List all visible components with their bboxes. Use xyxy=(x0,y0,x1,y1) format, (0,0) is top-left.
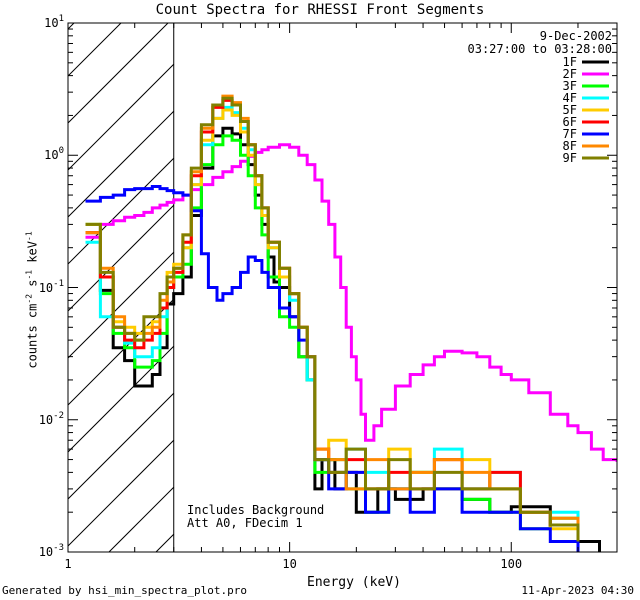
footer-generated-by: Generated by hsi_min_spectra_plot.pro xyxy=(2,584,248,597)
legend-label-4f: 4F xyxy=(562,91,577,105)
x-tick-label: 1 xyxy=(64,557,72,571)
hatch-line xyxy=(67,439,175,547)
x-tick-label: 10 xyxy=(282,557,297,571)
legend-label-9f: 9F xyxy=(562,151,577,165)
annotation-attenuator: Att A0, FDecim 1 xyxy=(187,516,303,530)
hatch-line xyxy=(67,22,169,124)
annotation-background: Includes Background xyxy=(187,503,325,517)
hatch-line xyxy=(67,345,175,453)
hatch-line xyxy=(67,251,175,359)
legend-label-6f: 6F xyxy=(562,115,577,129)
hatch-line xyxy=(67,110,175,218)
legend-label-7f: 7F xyxy=(562,127,577,141)
y-axis-label: counts cm-2 s-1 keV-1 xyxy=(24,231,40,369)
legend-time: 03:27:00 to 03:28:00 xyxy=(467,42,613,56)
legend xyxy=(582,60,609,160)
y-tick-label: 10-2 xyxy=(38,410,64,427)
legend-label-5f: 5F xyxy=(562,103,577,117)
axes xyxy=(67,22,618,553)
footer-timestamp: 11-Apr-2023 04:30 xyxy=(521,584,634,597)
hatch-line xyxy=(67,392,175,500)
hatch-line xyxy=(67,22,75,30)
y-tick-label: 10-3 xyxy=(38,543,64,559)
series-line-9f xyxy=(85,96,580,542)
x-axis-label: Energy (keV) xyxy=(307,575,401,590)
series-lines xyxy=(85,94,617,552)
x-tick-label: 100 xyxy=(500,557,523,571)
hatch-line xyxy=(67,63,175,171)
hatch-line xyxy=(67,298,175,406)
hatch-line xyxy=(67,157,175,265)
legend-label-3f: 3F xyxy=(562,79,577,93)
legend-label-2f: 2F xyxy=(562,67,577,81)
hatch-line xyxy=(67,204,175,312)
hatch-line xyxy=(67,22,122,77)
series-line-2f xyxy=(85,143,617,462)
y-tick-label: 101 xyxy=(44,14,64,30)
hatched-region xyxy=(67,22,175,553)
hatch-line xyxy=(108,486,175,553)
legend-label-8f: 8F xyxy=(562,139,577,153)
hatch-line xyxy=(155,533,175,553)
chart-title: Count Spectra for RHESSI Front Segments xyxy=(155,2,485,18)
legend-date: 9-Dec-2002 xyxy=(539,29,612,43)
y-tick-label: 100 xyxy=(44,146,64,163)
y-tick-label: 10-1 xyxy=(38,278,64,295)
legend-label-1f: 1F xyxy=(562,55,577,69)
